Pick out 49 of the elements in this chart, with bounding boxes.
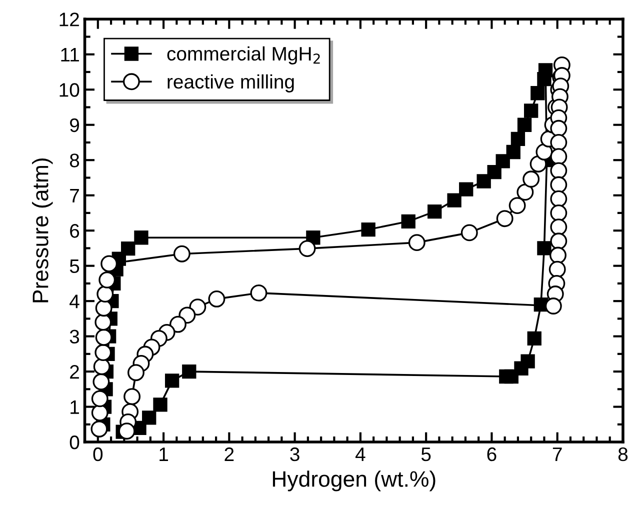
x-tick-label: 8 xyxy=(618,447,628,462)
point xyxy=(537,241,552,256)
point xyxy=(121,241,136,256)
legend-label: commercial MgH$_{2}$ xyxy=(167,46,320,64)
legend-label: reactive milling xyxy=(168,74,294,92)
point xyxy=(428,204,442,219)
point xyxy=(164,374,180,388)
x-tick-label: 7 xyxy=(552,448,562,461)
point xyxy=(524,104,538,118)
point xyxy=(459,182,474,196)
point xyxy=(401,214,416,229)
point xyxy=(447,193,462,208)
y-tick-label: 9 xyxy=(70,118,79,132)
y-tick-label: 6 xyxy=(70,224,80,238)
x-tick-label: 6 xyxy=(487,447,496,462)
y-tick-label: 4 xyxy=(70,294,80,308)
y-tick-label: 0 xyxy=(70,436,80,450)
y-tick-label: 2 xyxy=(70,365,79,379)
y-tick-label: 11 xyxy=(61,48,79,62)
x-axis-title: Hydrogen (wt.%) xyxy=(272,470,436,492)
point xyxy=(506,144,520,160)
y-tick-label: 3 xyxy=(70,330,80,344)
x-tick-label: 5 xyxy=(421,448,431,462)
y-tick-label: 5 xyxy=(70,259,80,274)
x-tick-label: 4 xyxy=(355,448,366,461)
y-tick-label: 10 xyxy=(60,83,80,97)
x-tick-label: 0 xyxy=(93,447,103,462)
point xyxy=(487,164,502,180)
x-tick-label: 3 xyxy=(290,447,300,462)
point xyxy=(182,364,196,379)
point xyxy=(496,154,510,168)
point xyxy=(517,118,532,132)
point xyxy=(153,398,168,412)
y-tick-label: 7 xyxy=(70,189,79,202)
y-tick-label: 1 xyxy=(70,400,79,414)
point xyxy=(142,410,156,425)
point xyxy=(510,132,526,146)
point xyxy=(361,222,376,237)
y-axis-title: Pressure (atm) xyxy=(32,158,53,302)
x-tick-label: 1 xyxy=(160,448,168,461)
y-tick-label: 12 xyxy=(60,12,79,26)
point xyxy=(499,369,514,384)
y-tick-label: 8 xyxy=(70,154,80,168)
point xyxy=(476,174,491,188)
point xyxy=(134,230,148,245)
point xyxy=(530,86,545,100)
point xyxy=(538,63,553,78)
x-tick-label: 2 xyxy=(224,447,234,461)
point xyxy=(527,331,542,346)
